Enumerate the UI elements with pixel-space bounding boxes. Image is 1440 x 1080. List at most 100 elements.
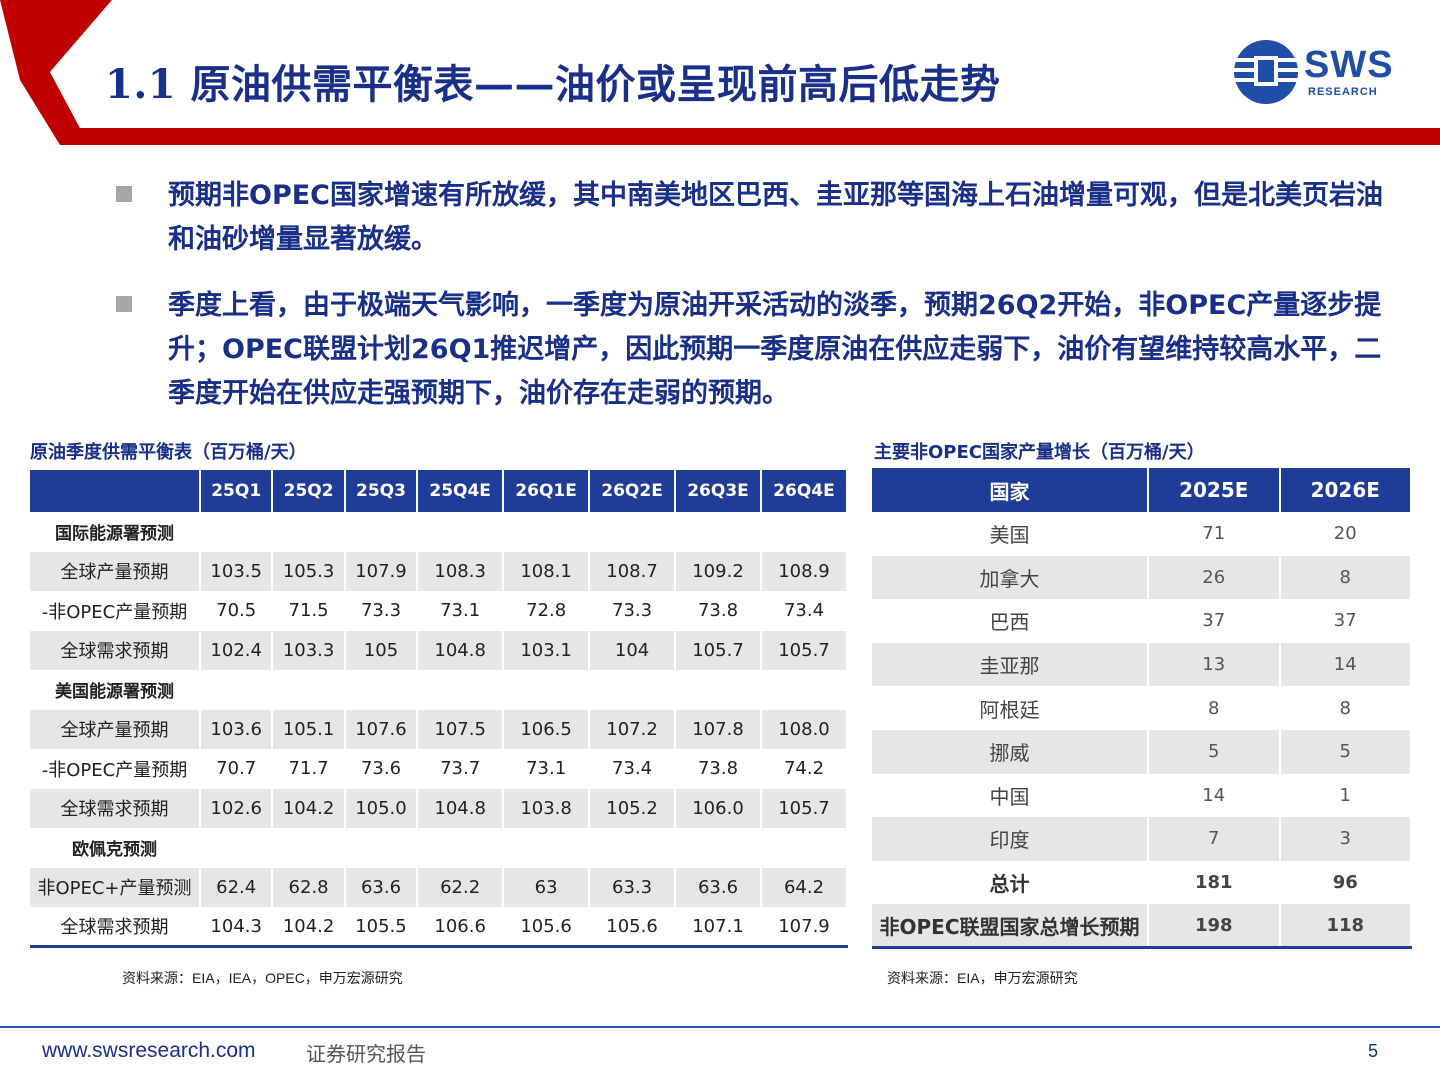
table-cell: 3 (1279, 817, 1412, 861)
country-cell: 巴西 (872, 599, 1149, 643)
table-cell (503, 828, 591, 868)
table-cell: 103.8 (503, 788, 591, 829)
table-cell: 8 (1279, 686, 1412, 730)
table-header-cell: 26Q2E (589, 470, 677, 512)
table-cell: 198 (1148, 904, 1281, 950)
table-cell (417, 828, 505, 868)
table-row: 印度 7 3 (872, 817, 1412, 861)
table-cell: 7 (1148, 817, 1281, 861)
table-cell: 103.6 (200, 709, 274, 750)
table-cell (272, 512, 346, 552)
table-cell (675, 512, 762, 552)
table-cell: 104.2 (272, 788, 346, 829)
table-cell (589, 512, 677, 552)
table-cell: 5 (1148, 729, 1281, 774)
left-table-caption: 原油季度供需平衡表（百万桶/天） (30, 442, 307, 463)
table-header-cell: 26Q4E (760, 470, 849, 512)
table-cell (589, 670, 677, 710)
table-cell: 73.6 (344, 749, 419, 789)
table-cell: 108.7 (589, 551, 677, 592)
table-cell: 105.2 (589, 788, 677, 829)
table-row: 加拿大 26 8 (872, 555, 1412, 600)
table-cell: 106.0 (675, 788, 762, 829)
table-cell (417, 670, 505, 710)
table-cell (272, 828, 346, 868)
table-cell: 20 (1279, 512, 1412, 556)
table-cell (675, 828, 762, 868)
table-cell: 73.8 (675, 591, 762, 631)
table-row: 全球需求预期 102.6 104.2 105.0 104.8 103.8 105.2 106.… (30, 788, 849, 829)
table-header-row: 国家 2025E 2026E (872, 468, 1412, 512)
table-cell: 118 (1279, 904, 1412, 950)
bullet-list: 预期非OPEC国家增速有所放缓，其中南美地区巴西、圭亚那等国海上石油增量可观，但… (112, 174, 1392, 438)
footer-website-link[interactable]: www.swsresearch.com (42, 1039, 256, 1062)
table-cell: 107.1 (675, 907, 762, 948)
table-cell: 104.3 (200, 907, 274, 948)
table-cell: 13 (1148, 642, 1281, 687)
table-cell: 104.8 (417, 788, 505, 829)
table-cell: 105.6 (589, 907, 677, 948)
table-cell: 14 (1148, 773, 1281, 818)
bullet-item: 季度上看，由于极端天气影响，一季度为原油开采活动的淡季，预期26Q2开始，非OP… (112, 284, 1392, 416)
table-cell: 8 (1279, 555, 1412, 600)
table-cell: 103.5 (200, 551, 274, 592)
table-cell: 181 (1148, 860, 1281, 905)
page-title: 1.1 原油供需平衡表——油价或呈现前高后低走势 (105, 61, 1001, 108)
row-label-cell: 全球需求预期 (30, 788, 201, 829)
table-cell: 14 (1279, 642, 1412, 687)
table-cell: 105.0 (344, 788, 419, 829)
table-cell: 73.4 (760, 591, 849, 631)
table-header-cell: 2026E (1279, 468, 1412, 512)
table-cell: 73.8 (675, 749, 762, 789)
table-cell: 103.3 (272, 630, 346, 671)
sws-logo: SWS RESEARCH (1232, 38, 1412, 106)
table-cell: 63 (503, 867, 591, 908)
table-cell: 62.2 (417, 867, 505, 908)
table-cell (344, 828, 419, 868)
page-number: 5 (1368, 1041, 1379, 1061)
table-cell: 104.8 (417, 630, 505, 671)
table-cell: 105.3 (272, 551, 346, 592)
table-cell: 8 (1148, 686, 1281, 730)
left-table-source: 资料来源：EIA，IEA，OPEC，申万宏源研究 (122, 970, 403, 986)
table-cell: 102.6 (200, 788, 274, 829)
table-cell: 73.3 (344, 591, 419, 631)
table-cell: 73.1 (417, 591, 505, 631)
table-cell (417, 512, 505, 552)
table-cell: 1 (1279, 773, 1412, 818)
non-opec-growth-table: 国家 2025E 2026E 美国 71 20 加拿大 26 8 巴西 37 37 圭亚那 13 14… (872, 468, 1412, 950)
table-row: 巴西 37 37 (872, 599, 1412, 643)
section-label-cell: 美国能源署预测 (30, 670, 201, 710)
table-cell: 62.4 (200, 867, 274, 908)
table-cell (200, 670, 274, 710)
country-cell: 印度 (872, 817, 1149, 861)
right-table-caption: 主要非OPEC国家产量增长（百万桶/天） (874, 442, 1205, 463)
table-cell: 108.0 (760, 709, 849, 750)
table-cell (272, 670, 346, 710)
table-row: 全球需求预期 102.4 103.3 105 104.8 103.1 104 105.7 105… (30, 630, 849, 671)
table-header-cell: 26Q1E (503, 470, 591, 512)
sws-globe-icon (1234, 40, 1298, 104)
table-cell (589, 828, 677, 868)
header-band-shape (0, 0, 1440, 145)
bullet-text: 季度上看，由于极端天气影响，一季度为原油开采活动的淡季，预期26Q2开始，非OP… (168, 290, 1382, 409)
table-cell: 63.6 (344, 867, 419, 908)
table-cell: 105.1 (272, 709, 346, 750)
country-cell: 阿根廷 (872, 686, 1149, 730)
footer-divider (0, 1026, 1440, 1028)
table-cell: 105.7 (675, 630, 762, 671)
table-cell: 72.8 (503, 591, 591, 631)
row-label-cell: 全球需求预期 (30, 630, 201, 671)
country-cell: 加拿大 (872, 555, 1149, 600)
slide-header: 1.1 原油供需平衡表——油价或呈现前高后低走势 SWS RESEARCH (0, 0, 1440, 145)
logo-wordmark: SWS (1304, 44, 1394, 86)
table-cell: 108.3 (417, 551, 505, 592)
table-cell: 107.9 (760, 907, 849, 948)
table-cell: 107.9 (344, 551, 419, 592)
row-label-cell: 全球产量预期 (30, 551, 201, 592)
country-cell: 挪威 (872, 729, 1149, 774)
table-row: 欧佩克预测 (30, 828, 849, 868)
logo-subtext: RESEARCH (1308, 86, 1378, 98)
table-header-cell: 2025E (1148, 468, 1281, 512)
table-cell: 107.8 (675, 709, 762, 750)
